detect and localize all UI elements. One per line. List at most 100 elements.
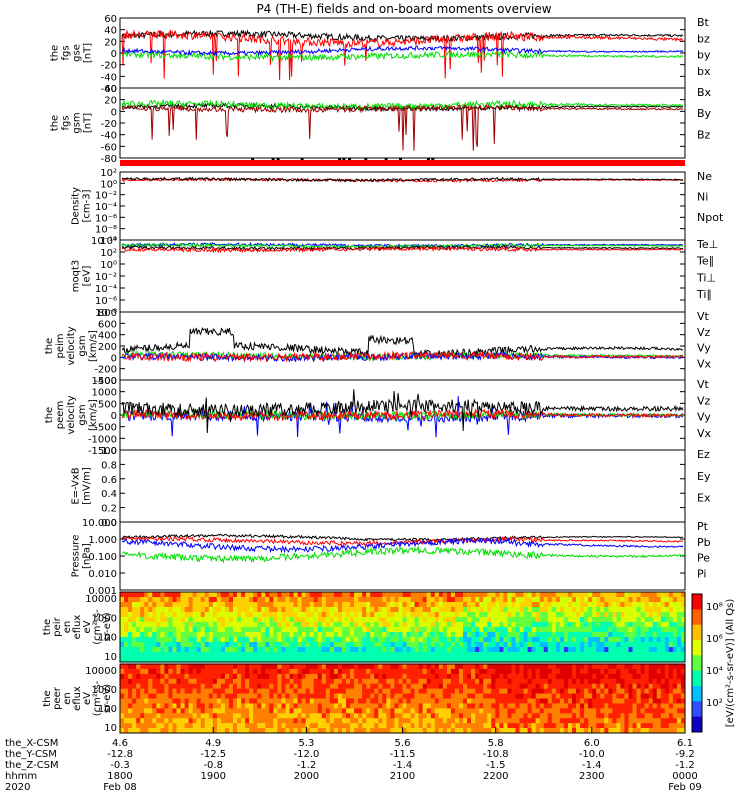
heatmap-cell: [600, 683, 605, 689]
heatmap-cell: [144, 602, 149, 608]
heatmap-cell: [196, 642, 202, 648]
heatmap-cell: [366, 632, 371, 638]
heatmap-cell: [527, 664, 532, 670]
heatmap-cell: [531, 668, 536, 675]
heatmap-cell: [233, 668, 238, 675]
heatmap-cell: [350, 668, 355, 675]
series-by: [121, 49, 684, 63]
heatmap-cell: [398, 718, 403, 724]
heatmap-cell: [632, 592, 637, 598]
heatmap-cell: [245, 597, 250, 603]
heatmap-cell: [434, 718, 440, 724]
heatmap-cell: [366, 698, 371, 704]
heatmap-cell: [672, 678, 678, 685]
heatmap-cell: [672, 688, 678, 694]
heatmap-cell: [241, 632, 246, 638]
heatmap-cell: [604, 688, 609, 694]
heatmap-cell: [224, 723, 230, 729]
heatmap-cell: [196, 647, 202, 653]
heatmap-cell: [636, 637, 641, 643]
heatmap-cell: [148, 622, 153, 628]
heatmap-cell: [418, 652, 423, 658]
heatmap-cell: [527, 612, 532, 618]
heatmap-cell: [616, 664, 621, 670]
heatmap-cell: [204, 708, 210, 714]
heatmap-cell: [527, 647, 532, 653]
heatmap-cell: [430, 673, 436, 680]
heatmap-cell: [245, 592, 250, 598]
heatmap-cell: [341, 703, 347, 709]
heatmap-cell: [535, 652, 541, 658]
heatmap-cell: [410, 607, 415, 613]
heatmap-cell: [341, 713, 347, 719]
heatmap-cell: [148, 698, 153, 704]
heatmap-cell: [374, 723, 379, 729]
heatmap-cell: [269, 708, 274, 714]
heatmap-cell: [527, 637, 532, 643]
heatmap-cell: [567, 647, 573, 653]
heatmap-cell: [188, 617, 193, 623]
heatmap-cell: [128, 602, 133, 608]
heatmap-cell: [305, 723, 310, 729]
heatmap-cell: [636, 678, 641, 685]
heatmap-cell: [366, 617, 371, 623]
heatmap-cell: [350, 597, 355, 603]
heatmap-cell: [176, 673, 181, 680]
heatmap-cell: [454, 632, 460, 638]
heatmap-cell: [216, 622, 222, 628]
y-tick-label: -1500: [88, 446, 117, 457]
heatmap-cell: [406, 718, 411, 724]
heatmap-cell: [410, 642, 415, 648]
heatmap-cell: [418, 723, 423, 729]
heatmap-cell: [289, 617, 294, 623]
heatmap-cell: [414, 688, 419, 694]
heatmap-cell: [463, 657, 468, 663]
heatmap-cell: [398, 688, 403, 694]
heatmap-cell: [563, 718, 569, 724]
heatmap-cell: [680, 688, 686, 694]
heatmap-cell: [600, 723, 605, 729]
heatmap-cell: [216, 718, 222, 724]
heatmap-cell: [269, 607, 274, 613]
heatmap-cell: [220, 622, 226, 628]
heatmap-cell: [128, 723, 133, 729]
heatmap-cell: [341, 617, 347, 623]
heatmap-cell: [144, 642, 149, 648]
heatmap-cell: [362, 723, 367, 729]
heatmap-cell: [305, 718, 310, 724]
heatmap-cell: [572, 708, 577, 714]
heatmap-cell: [188, 673, 193, 680]
heatmap-cell: [265, 713, 270, 719]
heatmap-cell: [467, 718, 472, 724]
heatmap-cell: [442, 693, 448, 699]
heatmap-cell: [144, 592, 149, 598]
heatmap-cell: [386, 627, 391, 633]
heatmap-cell: [354, 597, 359, 603]
heatmap-cell: [559, 698, 565, 704]
heatmap-cell: [293, 657, 298, 663]
y-axis-label: gsm: [77, 404, 88, 425]
heatmap-cell: [479, 713, 484, 719]
heatmap-cell: [402, 703, 407, 709]
heatmap-cell: [172, 652, 177, 658]
heatmap-cell: [463, 592, 468, 598]
heatmap-cell: [676, 592, 682, 598]
heatmap-cell: [660, 637, 666, 643]
heatmap-cell: [136, 627, 141, 633]
heatmap-cell: [503, 703, 508, 709]
heatmap-cell: [124, 668, 129, 675]
heatmap-cell: [584, 607, 589, 613]
heatmap-cell: [584, 678, 589, 685]
heatmap-cell: [124, 688, 129, 694]
heatmap-cell: [180, 637, 185, 643]
heatmap-cell: [132, 612, 137, 618]
heatmap-cell: [128, 657, 133, 663]
heatmap-cell: [636, 612, 641, 618]
heatmap-cell: [596, 664, 601, 670]
heatmap-cell: [281, 723, 286, 729]
heatmap-cell: [572, 668, 577, 675]
heatmap-cell: [406, 637, 411, 643]
heatmap-cell: [426, 693, 432, 699]
heatmap-cell: [434, 632, 440, 638]
heatmap-cell: [390, 612, 395, 618]
